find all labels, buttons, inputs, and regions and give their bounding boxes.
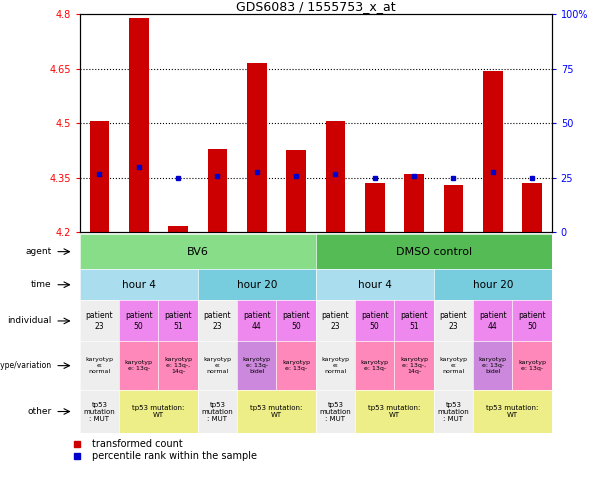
Bar bbox=[404, 174, 424, 232]
Title: GDS6083 / 1555753_x_at: GDS6083 / 1555753_x_at bbox=[236, 0, 395, 14]
Text: patient
44: patient 44 bbox=[479, 311, 506, 331]
Text: DMSO control: DMSO control bbox=[395, 247, 472, 256]
Text: karyotyp
e: 13q-,
14q-: karyotyp e: 13q-, 14q- bbox=[400, 357, 428, 374]
Text: tp53
mutation
: MUT: tp53 mutation : MUT bbox=[202, 401, 233, 422]
Text: karyotyp
e: 13q-
bidel: karyotyp e: 13q- bidel bbox=[243, 357, 271, 374]
Text: patient
50: patient 50 bbox=[125, 311, 153, 331]
Text: karyotyp
e: 13q-: karyotyp e: 13q- bbox=[518, 360, 546, 371]
Text: karyotyp
e: 13q-: karyotyp e: 13q- bbox=[124, 360, 153, 371]
Bar bbox=[444, 185, 463, 232]
Text: patient
44: patient 44 bbox=[243, 311, 270, 331]
Bar bbox=[483, 71, 503, 232]
Text: transformed count: transformed count bbox=[92, 439, 183, 449]
Text: tp53 mutation:
WT: tp53 mutation: WT bbox=[486, 405, 539, 418]
Text: patient
23: patient 23 bbox=[204, 311, 231, 331]
Text: tp53
mutation
: MUT: tp53 mutation : MUT bbox=[83, 401, 115, 422]
Text: individual: individual bbox=[7, 316, 51, 326]
Text: agent: agent bbox=[25, 247, 51, 256]
Text: karyotyp
e: 13q-: karyotyp e: 13q- bbox=[282, 360, 310, 371]
Text: patient
23: patient 23 bbox=[86, 311, 113, 331]
Bar bbox=[247, 63, 267, 232]
Text: patient
23: patient 23 bbox=[322, 311, 349, 331]
Text: karyotyp
e: 13q-: karyotyp e: 13q- bbox=[360, 360, 389, 371]
Text: tp53 mutation:
WT: tp53 mutation: WT bbox=[368, 405, 421, 418]
Text: tp53 mutation:
WT: tp53 mutation: WT bbox=[132, 405, 185, 418]
Text: patient
51: patient 51 bbox=[164, 311, 192, 331]
Text: patient
50: patient 50 bbox=[282, 311, 310, 331]
Text: tp53
mutation
: MUT: tp53 mutation : MUT bbox=[438, 401, 469, 422]
Text: BV6: BV6 bbox=[187, 247, 208, 256]
Text: karyotyp
e:
normal: karyotyp e: normal bbox=[204, 357, 231, 374]
Text: hour 20: hour 20 bbox=[473, 280, 513, 290]
Text: other: other bbox=[27, 407, 51, 416]
Bar bbox=[326, 121, 345, 232]
Text: patient
51: patient 51 bbox=[400, 311, 428, 331]
Text: tp53 mutation:
WT: tp53 mutation: WT bbox=[250, 405, 303, 418]
Text: karyotyp
e:
normal: karyotyp e: normal bbox=[321, 357, 349, 374]
Text: hour 4: hour 4 bbox=[358, 280, 392, 290]
Text: karyotyp
e: 13q-,
14q-: karyotyp e: 13q-, 14q- bbox=[164, 357, 192, 374]
Text: hour 20: hour 20 bbox=[237, 280, 277, 290]
Bar bbox=[286, 150, 306, 232]
Bar bbox=[522, 183, 542, 232]
Text: percentile rank within the sample: percentile rank within the sample bbox=[92, 451, 257, 461]
Bar bbox=[89, 121, 109, 232]
Text: tp53
mutation
: MUT: tp53 mutation : MUT bbox=[319, 401, 351, 422]
Text: karyotyp
e:
normal: karyotyp e: normal bbox=[85, 357, 113, 374]
Bar bbox=[129, 18, 148, 232]
Bar bbox=[168, 227, 188, 232]
Text: patient
50: patient 50 bbox=[361, 311, 389, 331]
Text: patient
23: patient 23 bbox=[440, 311, 467, 331]
Text: karyotyp
e:
normal: karyotyp e: normal bbox=[440, 357, 467, 374]
Text: patient
50: patient 50 bbox=[518, 311, 546, 331]
Bar bbox=[365, 183, 384, 232]
Text: time: time bbox=[31, 280, 51, 289]
Bar bbox=[208, 149, 227, 232]
Text: hour 4: hour 4 bbox=[122, 280, 156, 290]
Text: genotype/variation: genotype/variation bbox=[0, 361, 51, 370]
Text: karyotyp
e: 13q-
bidel: karyotyp e: 13q- bidel bbox=[479, 357, 507, 374]
